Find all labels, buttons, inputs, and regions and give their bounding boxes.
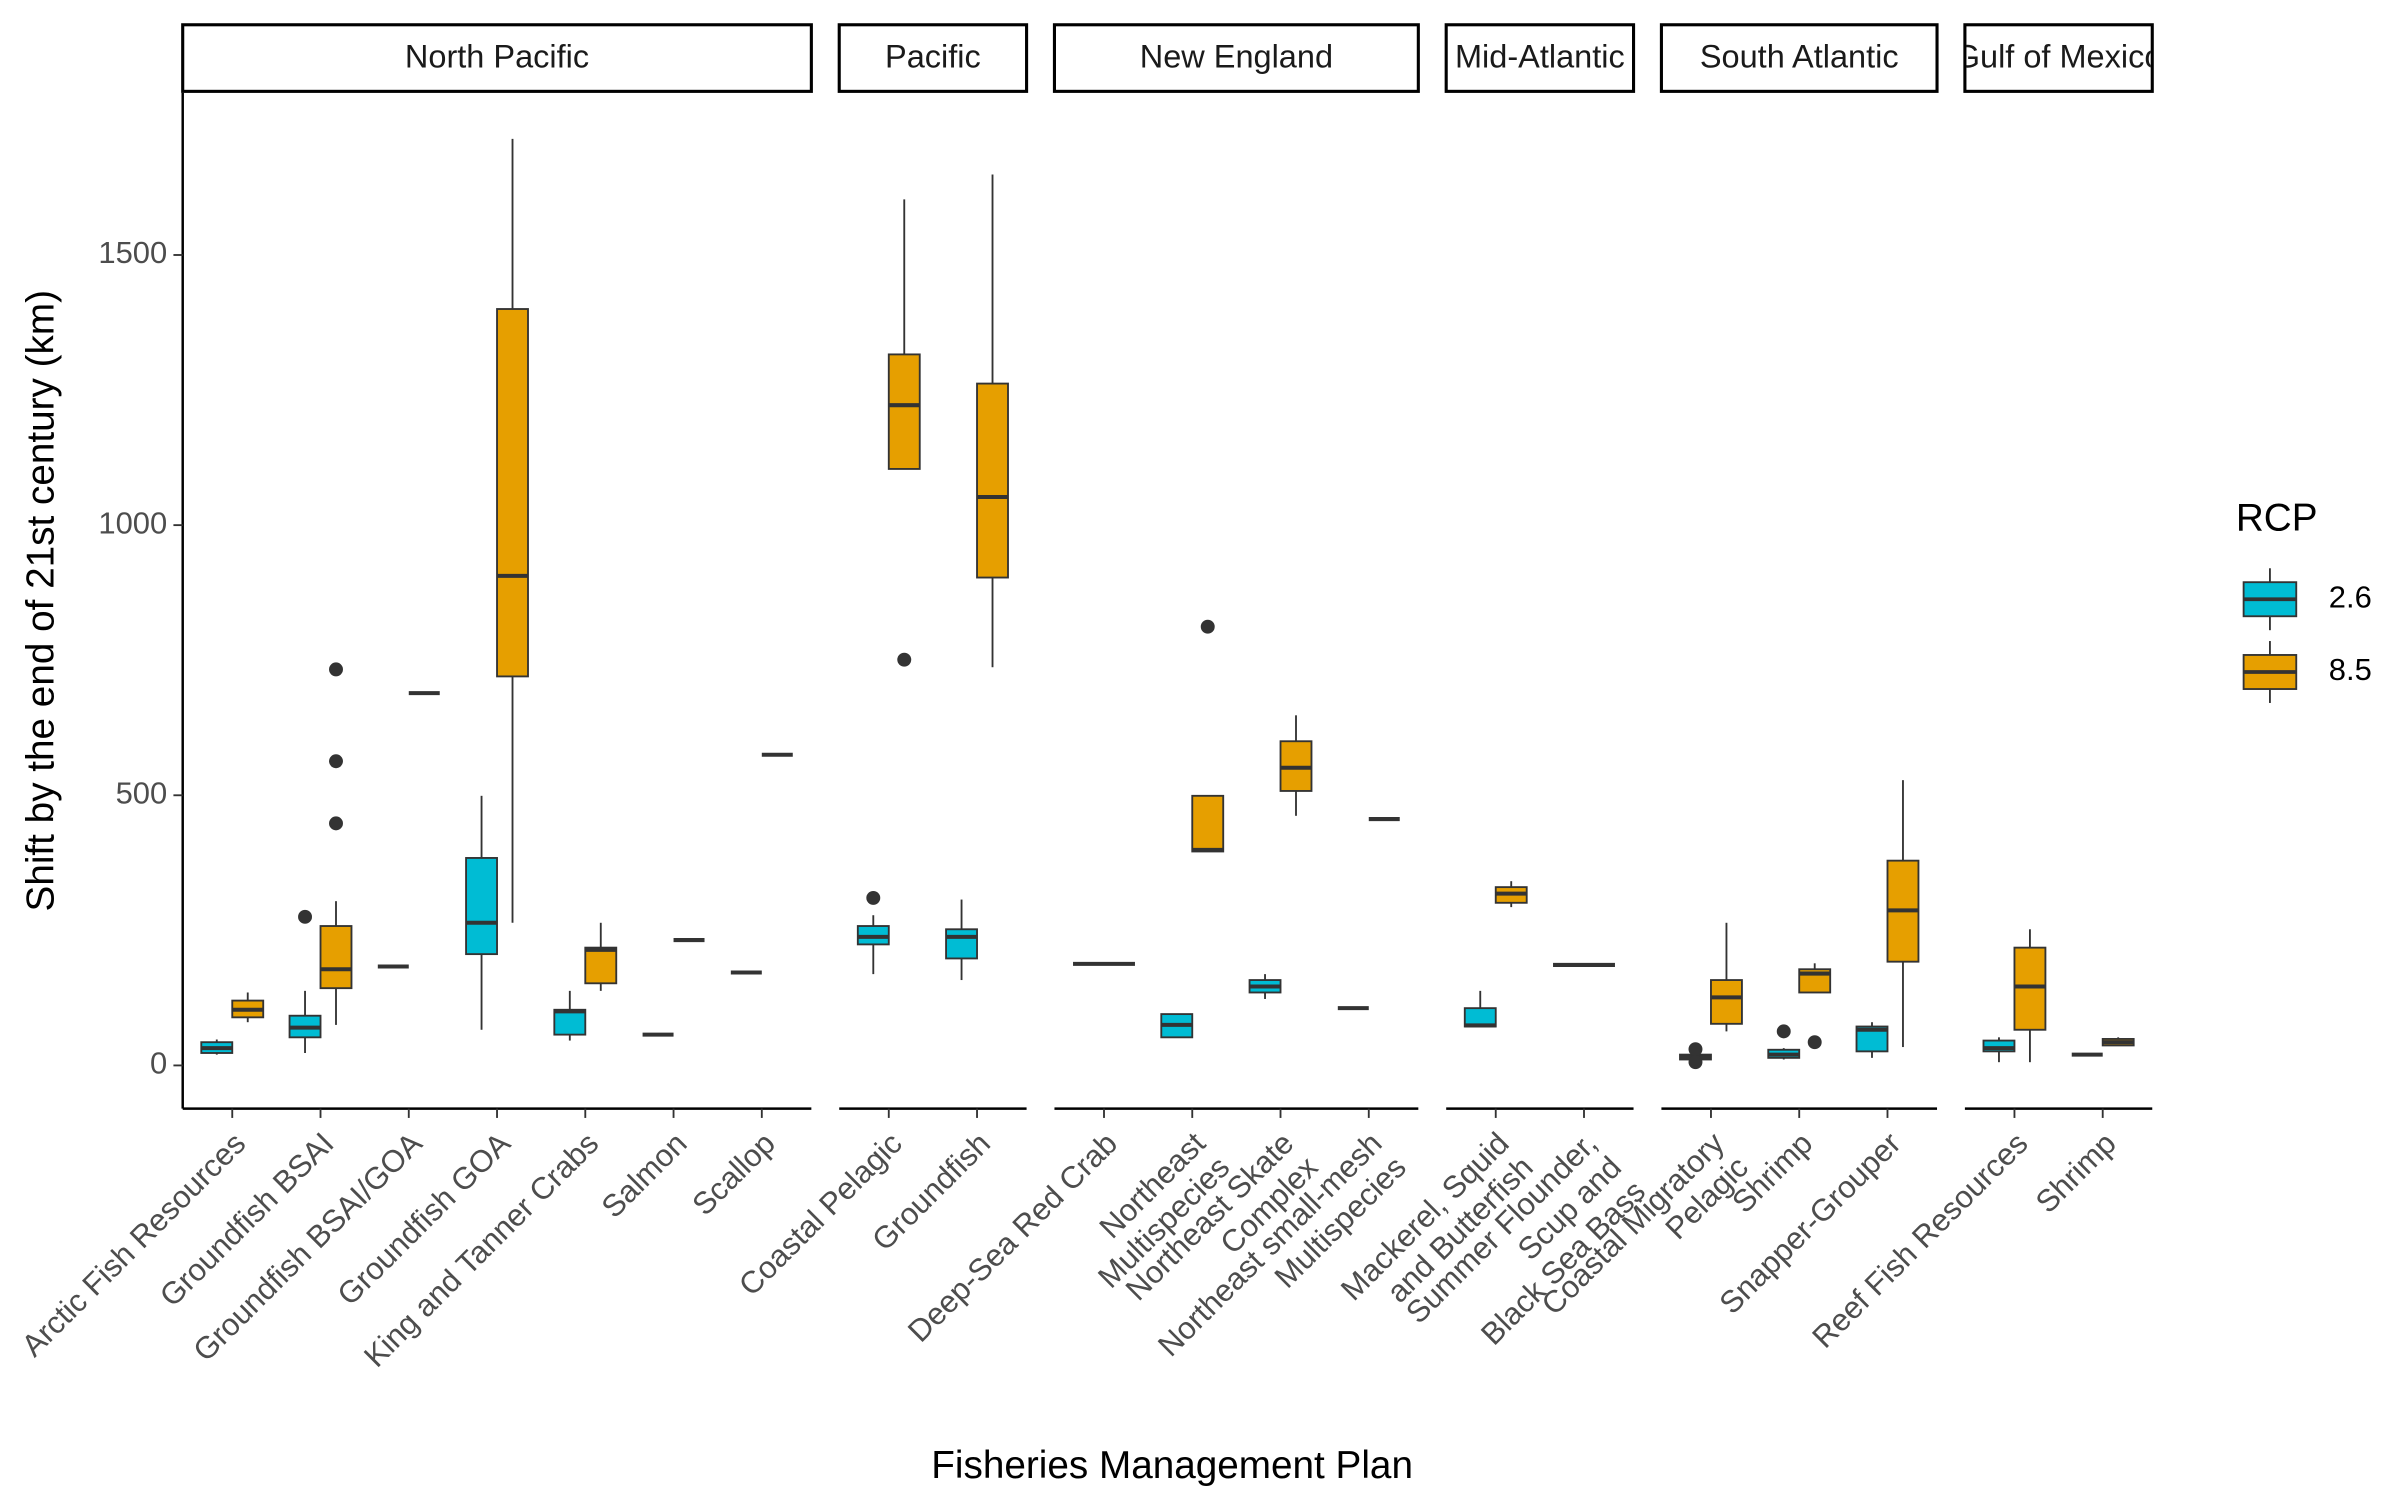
legend-title: RCP — [2236, 496, 2318, 539]
y-tick-label: 0 — [150, 1046, 167, 1081]
box-group — [1886, 780, 1920, 1048]
x-tick-label: Salmon — [595, 1126, 694, 1225]
box-group — [976, 174, 1009, 668]
facet-strip — [1659, 23, 1939, 93]
outlier — [329, 662, 343, 677]
x-tick-label: Shrimp — [2029, 1126, 2123, 1220]
facet-label: Mid-Atlantic — [1455, 38, 1625, 74]
box-group — [231, 992, 265, 1023]
y-tick-label: 500 — [116, 775, 168, 810]
box-group — [1679, 1042, 1712, 1070]
box-group — [945, 899, 978, 981]
x-tick-label: Deep-Sea Red Crab — [901, 1126, 1124, 1349]
x-tick-label-group: Shrimp — [2029, 1126, 2123, 1220]
box-group — [1191, 619, 1225, 853]
legend-label: 2.6 — [2329, 579, 2372, 614]
box-group — [2101, 1037, 2135, 1047]
outlier — [897, 652, 912, 667]
y-tick-label: 1000 — [98, 505, 167, 540]
box-group — [465, 795, 498, 1030]
box-group — [319, 662, 353, 1025]
box — [1710, 979, 1743, 1025]
outlier — [866, 890, 881, 905]
facet-label: North Pacific — [405, 38, 589, 74]
box — [976, 382, 1009, 579]
x-tick-label: Scallop — [685, 1126, 782, 1223]
x-tick-label-group: Reef Fish Resources — [1805, 1126, 2034, 1355]
facet-label: South Atlantic — [1700, 38, 1899, 74]
x-tick-label-group: Scallop — [685, 1126, 782, 1223]
box-group — [1798, 963, 1832, 1050]
box — [2013, 946, 2047, 1031]
box-group — [584, 922, 618, 991]
outlier — [329, 754, 343, 769]
box-group — [1160, 1013, 1194, 1039]
box-group — [1463, 990, 1497, 1028]
facet-label: Pacific — [885, 38, 981, 74]
outlier — [1688, 1055, 1703, 1070]
x-tick-label: Reef Fish Resources — [1805, 1126, 2034, 1355]
box — [496, 308, 529, 678]
box — [945, 928, 978, 960]
box-group — [1248, 974, 1282, 999]
box — [319, 925, 353, 990]
legend-label: 8.5 — [2329, 652, 2372, 687]
outlier — [1776, 1024, 1791, 1039]
box-group — [200, 1039, 234, 1055]
box — [584, 946, 618, 985]
outlier — [1200, 619, 1215, 634]
box — [1191, 794, 1225, 853]
box — [887, 353, 921, 470]
facet-label: Gulf of Mexico — [1955, 38, 2163, 74]
y-tick-label: 1500 — [98, 235, 167, 270]
box-group — [887, 199, 921, 667]
facet-strip — [837, 23, 1029, 93]
box-group — [1767, 1024, 1801, 1060]
box-group — [856, 890, 890, 975]
facet-strip — [1052, 23, 1420, 93]
outlier — [329, 816, 343, 831]
box-group — [1279, 715, 1313, 816]
box-group — [2013, 929, 2047, 1063]
box-group — [496, 138, 529, 923]
x-axis-title: Fisheries Management Plan — [931, 1444, 1413, 1487]
facet-strip — [1444, 23, 1636, 93]
facet-label: New England — [1140, 38, 1333, 74]
box — [465, 857, 498, 956]
box-group — [1982, 1037, 2016, 1063]
facet-strip — [1963, 23, 2154, 93]
box — [1982, 1039, 2016, 1053]
box-group — [553, 990, 587, 1041]
outlier — [1688, 1042, 1703, 1057]
facet-strip — [181, 23, 813, 93]
x-tick-label-group: Deep-Sea Red Crab — [901, 1126, 1124, 1349]
y-axis-title: Shift by the end of 21st century (km) — [20, 290, 63, 911]
box-group — [1855, 1022, 1889, 1058]
box-group — [288, 909, 322, 1053]
box-group — [1494, 881, 1528, 908]
x-tick-label-group: Salmon — [595, 1126, 694, 1225]
box — [553, 1008, 587, 1036]
box-group — [1710, 922, 1743, 1032]
outlier — [1807, 1035, 1822, 1050]
outlier — [298, 909, 312, 924]
